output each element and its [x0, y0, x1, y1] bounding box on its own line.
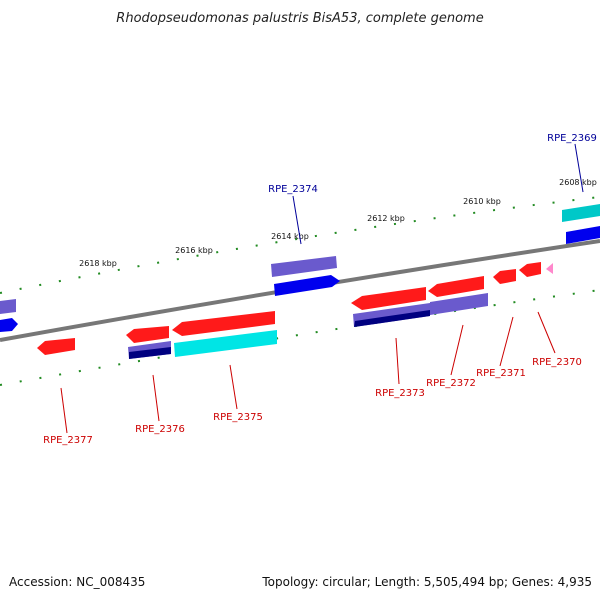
gene-feature-rpe-2377[interactable]: [37, 338, 75, 355]
tick-label-2614: 2614 kbp: [271, 232, 309, 241]
tick-label-2618: 2618 kbp: [79, 259, 117, 268]
gene-feature-rpe-2371[interactable]: [493, 269, 516, 284]
gene-label-rpe-2372[interactable]: RPE_2372: [426, 378, 476, 389]
gene-label-rpe-2373[interactable]: RPE_2373: [375, 388, 425, 399]
gene-label-rpe-2369[interactable]: RPE_2369: [547, 133, 597, 144]
tick-label-2616: 2616 kbp: [175, 246, 213, 255]
gene-feature-left-edge[interactable]: [0, 299, 18, 332]
gene-label-rpe-2376[interactable]: RPE_2376: [135, 424, 185, 435]
gene-label-leaders: [60, 143, 584, 434]
gene-label-rpe-2370[interactable]: RPE_2370: [532, 357, 582, 368]
accession-text: Accession: NC_008435: [9, 575, 145, 589]
gene-label-rpe-2374[interactable]: RPE_2374: [268, 184, 318, 195]
gene-feature-rpe-2373[interactable]: [351, 287, 430, 327]
gene-feature-rpe-2374[interactable]: [271, 256, 340, 296]
gene-feature-rpe-2370[interactable]: [519, 262, 553, 277]
gene-feature-rpe-2376[interactable]: [126, 326, 171, 359]
gene-label-rpe-2371[interactable]: RPE_2371: [476, 368, 526, 379]
tick-label-2612: 2612 kbp: [367, 214, 405, 223]
gene-feature-rpe-2375[interactable]: [172, 311, 277, 357]
gene-feature-rpe-2369[interactable]: [562, 204, 600, 244]
gene-label-rpe-2375[interactable]: RPE_2375: [213, 412, 263, 423]
gene-feature-rpe-2372[interactable]: [428, 276, 488, 315]
map-title: Rhodopseudomonas palustris BisA53, compl…: [116, 11, 483, 26]
gene-label-rpe-2377[interactable]: RPE_2377: [43, 435, 93, 446]
tick-label-2610: 2610 kbp: [463, 197, 501, 206]
tick-label-2608: 2608 kbp: [559, 178, 597, 187]
topology-text: Topology: circular; Length: 5,505,494 bp…: [261, 575, 592, 589]
